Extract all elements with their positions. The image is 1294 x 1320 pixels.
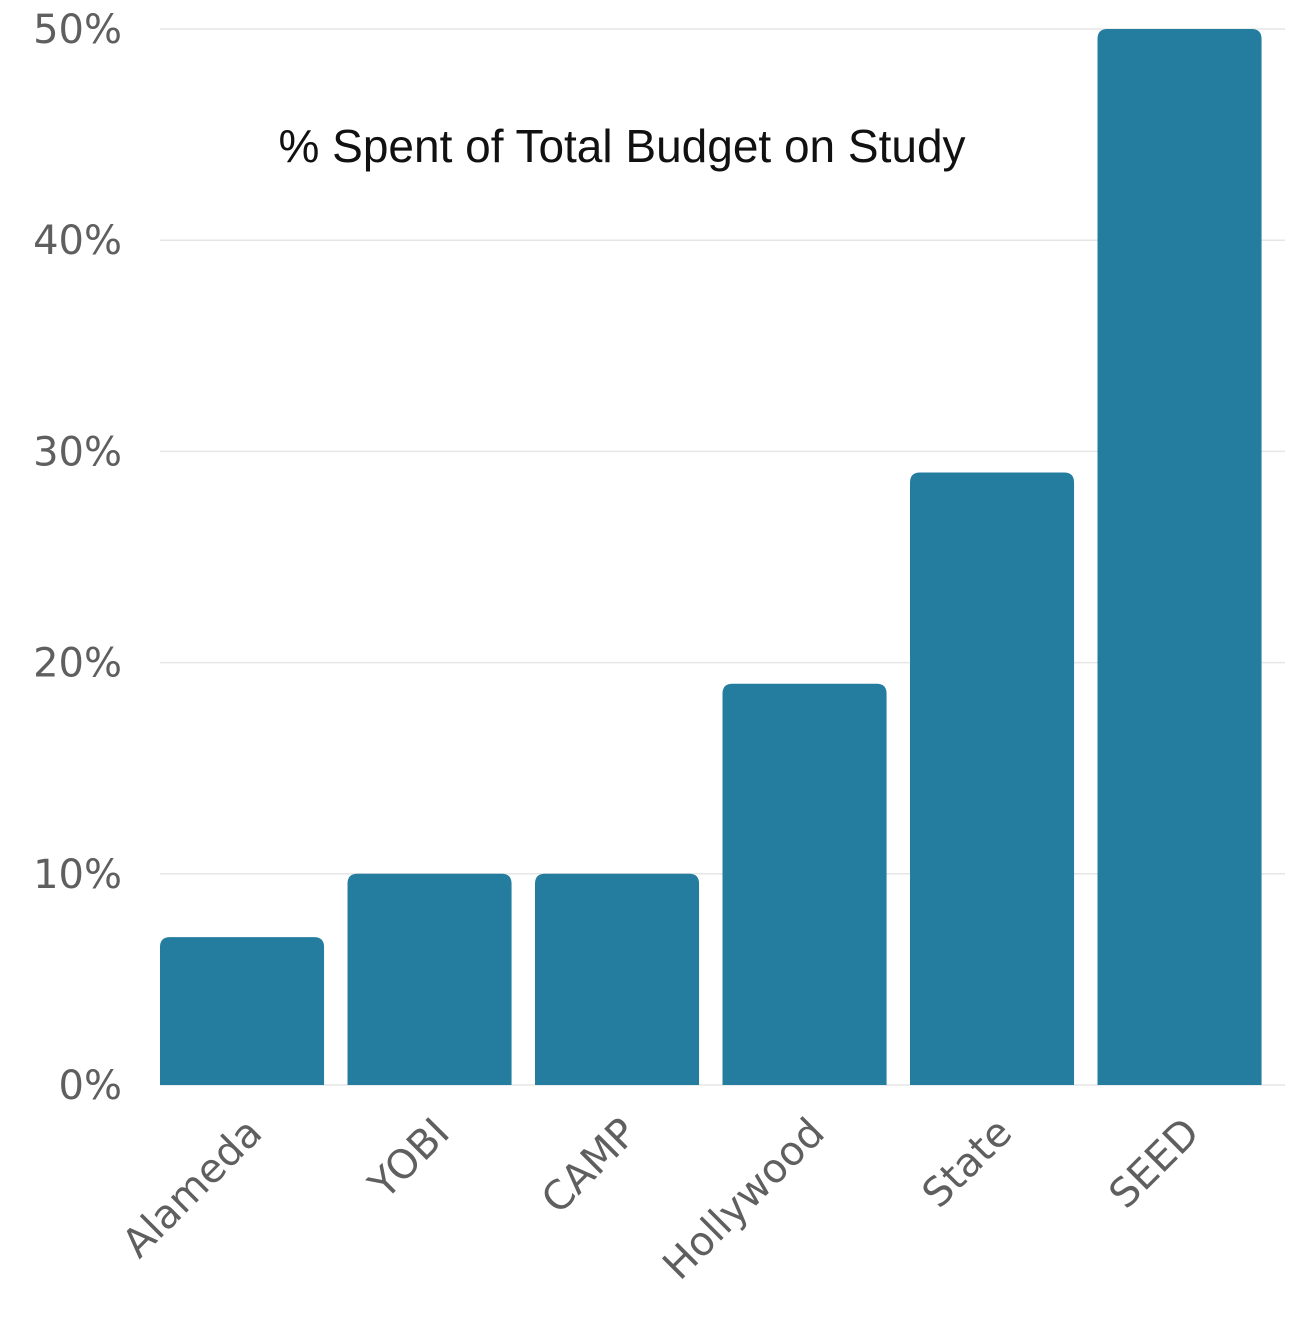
y-tick-label: 0%: [59, 1063, 122, 1109]
y-tick-label: 20%: [33, 641, 122, 687]
bar-alameda: [160, 937, 325, 1085]
y-axis-ticks: 0% 10% 20% 30% 40% 50%: [33, 7, 122, 1109]
y-tick-label: 10%: [33, 852, 122, 898]
bar-yobi: [347, 873, 512, 1085]
x-category-label: Alameda: [114, 1110, 271, 1267]
bar-state: [910, 472, 1075, 1085]
x-category-label: Hollywood: [654, 1110, 833, 1289]
bar-camp: [535, 873, 700, 1085]
bar-hollywood: [722, 683, 887, 1085]
y-tick-label: 50%: [33, 7, 122, 53]
x-category-label: State: [914, 1110, 1021, 1217]
x-axis-categories: Alameda YOBI CAMP Hollywood State SEED: [114, 1110, 1209, 1289]
y-tick-label: 30%: [33, 429, 122, 475]
bar-seed: [1097, 29, 1262, 1085]
chart-title: % Spent of Total Budget on Study: [278, 120, 965, 172]
x-category-label: YOBI: [360, 1110, 459, 1209]
x-category-label: SEED: [1101, 1110, 1209, 1218]
x-category-label: CAMP: [533, 1110, 646, 1223]
bars: [160, 29, 1262, 1085]
y-tick-label: 40%: [33, 218, 122, 264]
